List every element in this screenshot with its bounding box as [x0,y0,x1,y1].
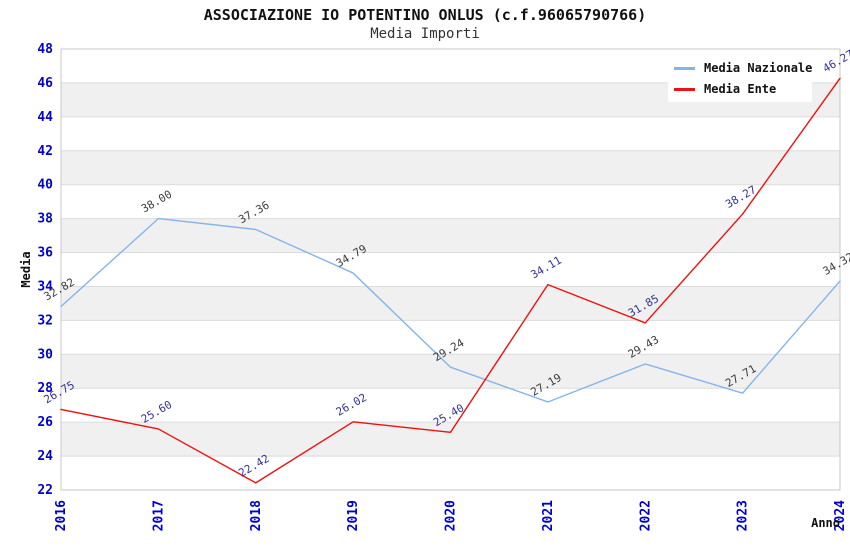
series-line-1 [60,77,841,484]
x-axis-title: Anno [811,516,840,530]
y-tick-label: 42 [37,144,53,159]
data-label-0: 38.00 [139,188,174,216]
x-tick-label: 2021 [541,500,556,531]
y-tick-label: 32 [37,313,53,328]
grid-band [61,286,840,321]
legend-item-media-ente: Media Ente [674,82,806,96]
x-tick-label: 2023 [736,500,751,531]
y-tick-label: 38 [37,212,53,227]
x-tick-label: 2019 [346,500,361,531]
plot-border [60,48,841,491]
data-label-0: 34.32 [821,250,850,278]
legend-label-media-nazionale: Media Nazionale [704,61,813,75]
y-axis-title: Media [19,251,33,287]
x-tick-label: 2016 [54,500,69,531]
grid-band [61,422,840,457]
legend-swatch-media-nazionale [674,66,695,70]
x-tick-label: 2020 [444,500,459,531]
y-tick-label: 34 [37,279,53,294]
x-tick-label: 2018 [249,500,264,531]
legend-item-media-nazionale: Media Nazionale [674,61,812,75]
data-label-1: 38.27 [723,183,758,211]
y-tick-label: 26 [37,415,53,430]
legend: Media Nazionale Media Ente [668,56,812,102]
x-tick-label: 2022 [638,500,653,531]
data-label-1: 25.60 [139,398,174,426]
grid-band [61,354,840,389]
chart-title: ASSOCIAZIONE IO POTENTINO ONLUS (c.f.960… [203,6,647,24]
y-tick-label: 24 [37,449,53,464]
y-tick-label: 22 [37,483,53,498]
y-tick-label: 48 [37,42,53,57]
data-label-1: 26.02 [334,391,369,419]
legend-label-media-ente: Media Ente [704,82,777,96]
y-tick-label: 28 [37,381,53,396]
x-tick-label: 2017 [151,500,166,531]
y-tick-label: 40 [37,178,53,193]
series-line-0 [60,217,841,403]
data-label-1: 46.27 [821,47,850,75]
grid-band [61,218,840,253]
y-tick-label: 36 [37,246,53,261]
chart-subtitle: Media Importi [370,26,480,42]
data-label-1: 34.11 [529,254,564,282]
x-tick-label: 2024 [833,500,848,531]
y-tick-label: 44 [37,110,53,125]
y-tick-label: 30 [37,347,53,362]
y-tick-label: 46 [37,76,53,91]
legend-swatch-media-ente [674,87,695,91]
grid-band [61,150,840,185]
